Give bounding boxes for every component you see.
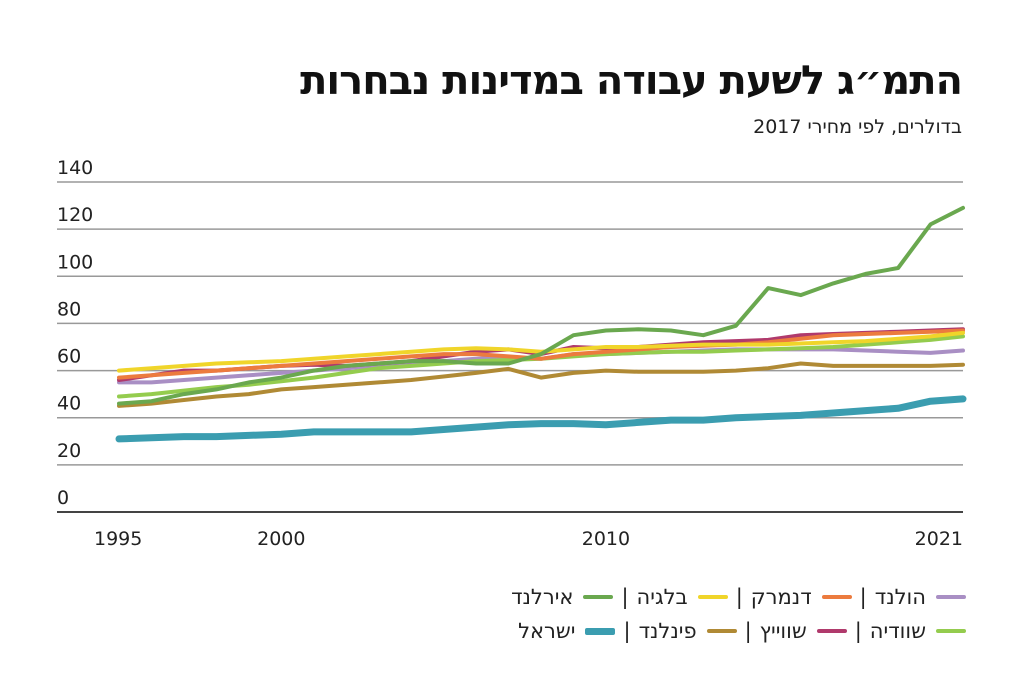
y-tick-label: 0 <box>57 487 69 509</box>
legend-label: אירלנד <box>511 585 574 609</box>
x-tick-label: 1995 <box>94 528 142 550</box>
legend-item: ישראל <box>518 619 616 643</box>
legend-separator: | <box>623 619 631 643</box>
legend-item: הולנד <box>875 585 966 609</box>
legend-separator: | <box>744 619 752 643</box>
x-tick-label: 2010 <box>582 528 630 550</box>
legend-item: דנמרק <box>751 585 852 609</box>
legend-label: ישראל <box>518 619 576 643</box>
legend-swatch <box>585 627 616 635</box>
y-tick-label: 140 <box>57 157 93 179</box>
legend-separator: | <box>859 585 867 609</box>
legend-label: שווייץ <box>759 619 807 643</box>
legend-item: בלגיה <box>637 585 728 609</box>
y-tick-label: 40 <box>57 393 81 415</box>
legend-label: הולנד <box>874 585 926 609</box>
legend-label: פינלנד <box>638 619 697 643</box>
legend-separator: | <box>735 585 743 609</box>
legend-item: פינלנד <box>639 619 737 643</box>
legend-label: דנמרק <box>750 585 812 609</box>
legend-label: שוודיה <box>869 619 926 643</box>
legend-separator: | <box>854 619 862 643</box>
y-tick-label: 100 <box>57 251 93 273</box>
x-tick-label: 2021 <box>915 528 963 550</box>
legend-separator: | <box>621 585 629 609</box>
x-tick-label: 2000 <box>257 528 305 550</box>
legend-swatch <box>936 595 966 599</box>
y-tick-label: 20 <box>57 440 81 462</box>
legend-swatch <box>706 629 737 633</box>
series-line <box>115 395 967 443</box>
legend-item: אירלנד <box>511 585 614 609</box>
legend-swatch <box>583 595 614 599</box>
legend-item: שווייץ <box>760 619 847 643</box>
series-line <box>117 205 965 406</box>
legend-swatch <box>936 629 966 633</box>
chart-subtitle: בדולרים, לפי מחירי 2017 <box>753 116 962 138</box>
legend-row: הולנד | דנמרק | בלגיה | אירלנד <box>511 580 966 614</box>
series-line <box>117 361 965 408</box>
legend: הולנד | דנמרק | בלגיה | אירלנד שוודיה | שווייץ | פי… <box>511 580 966 648</box>
legend-swatch <box>697 595 728 599</box>
chart-title: התמ״ג לשעת עבודה במדינות נבחרות <box>300 58 963 104</box>
series-line <box>117 330 965 373</box>
legend-row: שוודיה | שווייץ | פינלנד | ישראל <box>511 614 966 648</box>
legend-swatch <box>821 595 852 599</box>
legend-swatch <box>816 629 847 633</box>
y-tick-label: 80 <box>57 298 81 320</box>
legend-item: שוודיה <box>870 619 966 643</box>
series-line <box>117 328 965 380</box>
legend-label: בלגיה <box>636 585 688 609</box>
y-tick-label: 120 <box>57 204 93 226</box>
y-tick-label: 60 <box>57 346 81 368</box>
